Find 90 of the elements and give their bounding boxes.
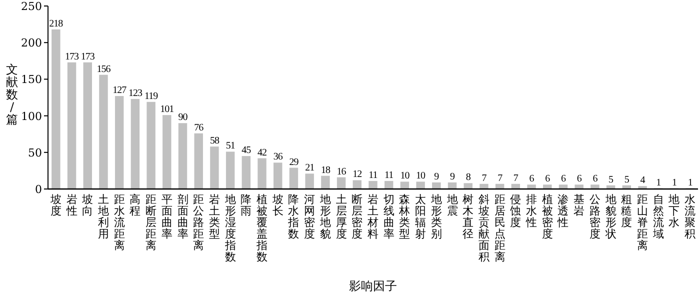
- x-tick-label: 降雨: [240, 193, 252, 218]
- x-tick-label: 距断层距离: [146, 193, 157, 252]
- x-tick-label: 公路密度: [589, 193, 600, 240]
- x-tick-label: 地形地貌: [318, 193, 331, 240]
- data-label: 11: [368, 170, 378, 181]
- x-tick-label: 地震: [446, 193, 458, 218]
- x-tick-label: 岩土材料: [366, 193, 378, 240]
- x-tick-label: 坡度: [49, 193, 62, 218]
- x-tick-label: 高程: [130, 193, 141, 218]
- x-tick-label: 断层密度: [352, 193, 363, 240]
- x-tick-label: 距居民点距离: [494, 193, 506, 264]
- data-label: 173: [80, 51, 95, 62]
- y-tick-label: 200: [21, 36, 42, 50]
- data-label: 218: [49, 18, 64, 30]
- x-tick-label: 粗糙度: [621, 193, 632, 229]
- y-tick-label: 250: [21, 0, 42, 13]
- x-tick-label: 降水指数: [287, 193, 300, 240]
- data-label: 101: [160, 104, 174, 116]
- x-tick-label: 距公路距离: [193, 193, 204, 252]
- data-label: 29: [289, 156, 299, 168]
- y-tick-label: 150: [21, 73, 42, 86]
- data-label: 4: [640, 175, 646, 186]
- data-label: 12: [352, 169, 362, 180]
- data-label: 8: [466, 172, 471, 184]
- data-label: 173: [65, 51, 80, 62]
- x-tick-label: 切线曲率: [383, 193, 394, 240]
- x-tick-label: 水流聚积: [684, 193, 696, 240]
- data-label: 45: [242, 145, 252, 156]
- x-axis-title: 影响因子: [349, 279, 397, 293]
- data-label: 6: [592, 174, 598, 185]
- data-label: 6: [545, 174, 550, 185]
- x-tick-label: 土层厚度: [336, 193, 347, 240]
- x-tick-label: 地形湿度指数: [224, 193, 236, 264]
- data-label: 21: [305, 162, 315, 174]
- data-label: 1: [688, 177, 693, 188]
- data-label: 76: [194, 122, 204, 134]
- y-axis-title: 文献数/篇: [6, 62, 18, 126]
- x-tick-label: 森林类型: [398, 193, 410, 240]
- x-tick-label: 基岩: [574, 193, 585, 218]
- x-tick-label: 地形类别: [430, 193, 442, 240]
- data-label: 9: [450, 171, 456, 182]
- data-label: 18: [320, 164, 330, 176]
- data-label: 6: [529, 174, 534, 185]
- x-tick-label: 太阳辐射: [415, 193, 426, 240]
- x-tick-label: 岩性: [65, 193, 78, 218]
- x-tick-label: 距水流距离: [114, 193, 125, 252]
- data-label: 7: [498, 172, 503, 184]
- data-label: 1: [672, 177, 677, 188]
- data-label: 9: [434, 171, 440, 182]
- y-tick-label: 0: [35, 183, 42, 196]
- x-tick-label: 地貌形状: [604, 193, 616, 240]
- x-tick-label: 渗透性: [556, 193, 569, 229]
- x-tick-label: 排水性: [525, 193, 538, 229]
- data-label: 6: [560, 174, 566, 185]
- x-tick-label: 岩土类型: [208, 193, 220, 240]
- y-tick-label: 100: [21, 110, 42, 123]
- x-tick-label: 植被覆盖指数: [256, 193, 268, 264]
- data-label: 10: [416, 170, 426, 182]
- data-label: 16: [336, 166, 346, 178]
- data-label: 7: [482, 172, 487, 184]
- x-tick-label: 侵蚀度: [510, 193, 522, 229]
- x-tick-label: 树木直径: [462, 193, 474, 240]
- data-label: 51: [226, 140, 236, 152]
- data-label: 58: [210, 136, 220, 147]
- x-tick-label: 剖面曲率: [177, 193, 188, 240]
- data-label: 10: [400, 170, 410, 182]
- x-tick-label: 植被密度: [542, 193, 553, 240]
- data-label: 123: [128, 88, 142, 99]
- data-label: 36: [273, 152, 283, 163]
- x-tick-label: 斜坡贡献面积: [477, 193, 490, 264]
- x-tick-label: 坡长: [271, 193, 284, 218]
- x-tick-label: 自然流域: [652, 193, 664, 240]
- data-label: 119: [144, 90, 158, 102]
- y-tick-label: 50: [28, 146, 42, 160]
- data-label: 127: [112, 85, 127, 96]
- data-label: 42: [258, 147, 268, 158]
- data-label: 7: [513, 172, 518, 184]
- x-tick-label: 坡向: [81, 193, 94, 218]
- x-tick-label: 土地利用: [96, 193, 109, 240]
- data-label: 5: [624, 174, 630, 186]
- x-tick-label: 距山脊距离: [637, 193, 648, 252]
- x-tick-label: 平面曲率: [161, 193, 172, 240]
- data-label: 5: [608, 174, 614, 186]
- x-tick-label: 地下水: [668, 193, 680, 229]
- data-label: 1: [656, 177, 662, 188]
- data-label: 6: [576, 174, 582, 185]
- data-label: 11: [384, 170, 394, 181]
- x-tick-label: 河网密度: [304, 193, 316, 240]
- data-label: 156: [96, 64, 111, 75]
- data-label: 90: [178, 112, 188, 124]
